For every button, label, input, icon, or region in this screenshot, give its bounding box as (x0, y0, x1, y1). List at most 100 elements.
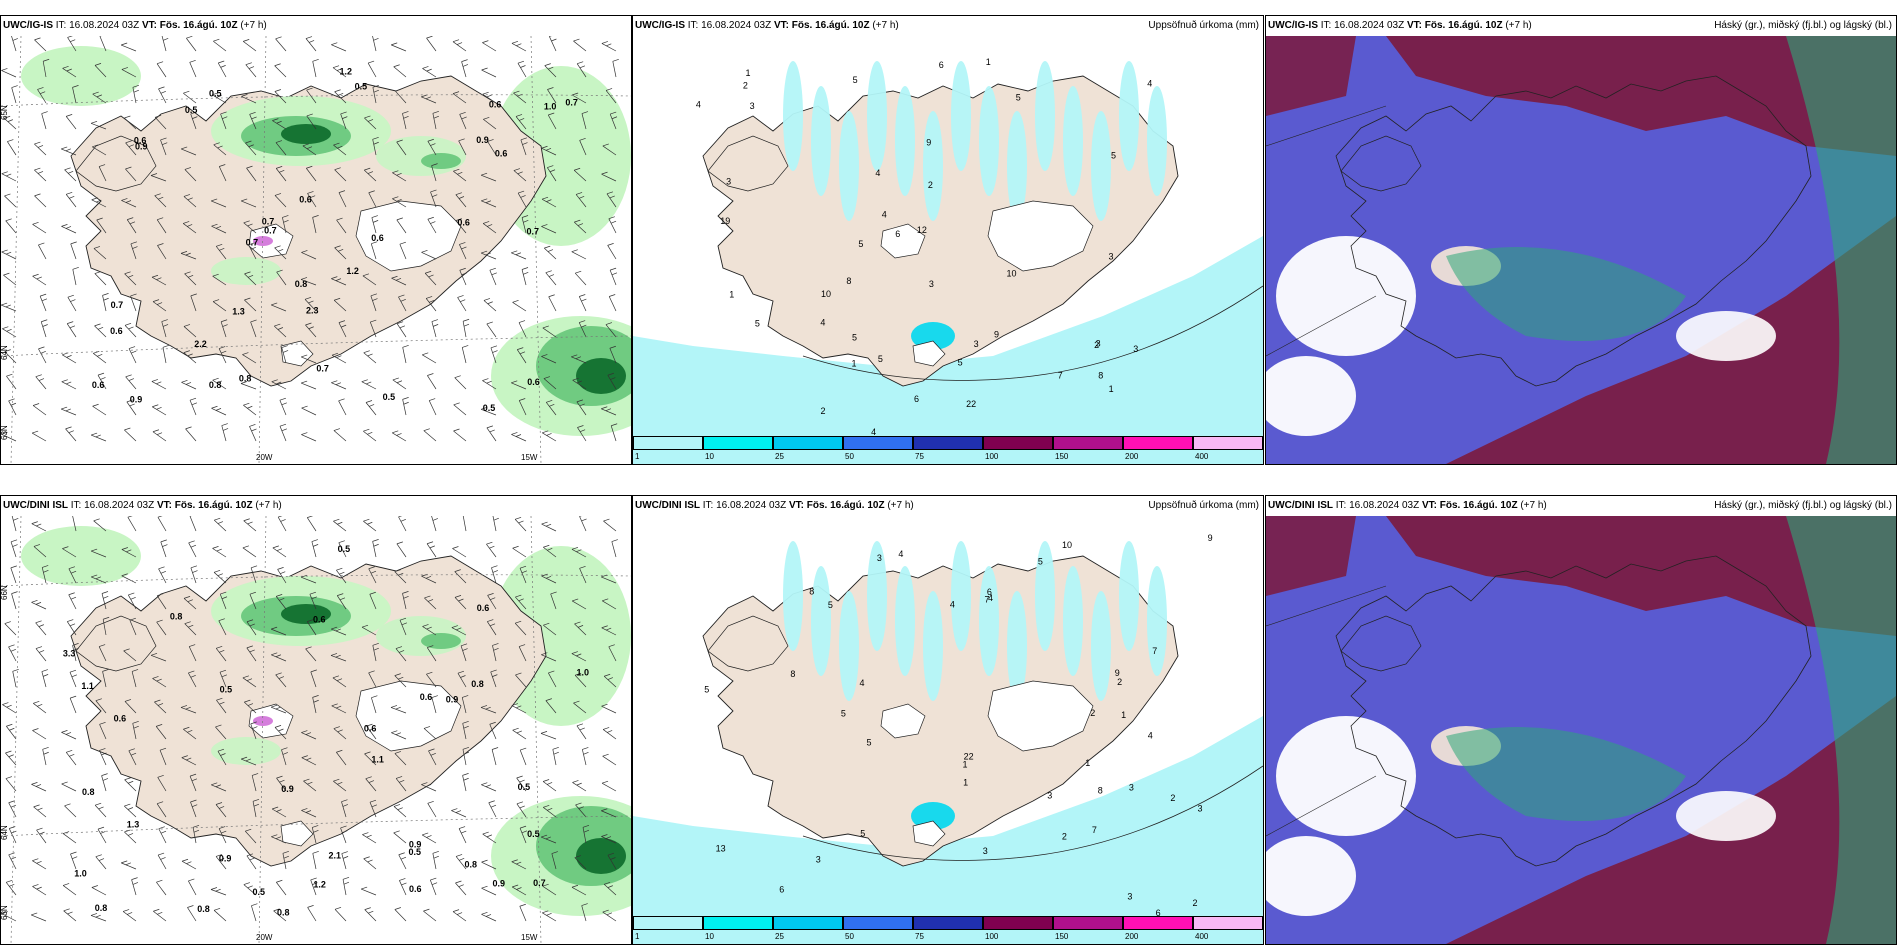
legend-swatch (843, 436, 913, 450)
value-label: 8 (1098, 786, 1103, 796)
value-label: 0.5 (252, 887, 265, 897)
value-label: 1 (1121, 710, 1126, 720)
value-label: 1.1 (81, 681, 94, 691)
valid-time: Fös. 16.ágú. 10Z (1424, 20, 1503, 31)
value-label: 3.3 (63, 648, 76, 658)
legend-swatch (703, 916, 773, 930)
value-label: 1.1 (371, 755, 384, 765)
value-label: 5 (1016, 92, 1021, 102)
map-panel-cloud: UWC/IG-IS IT: 16.08.2024 03Z VT: Fös. 16… (1265, 15, 1897, 465)
value-label: 0.9 (446, 695, 459, 705)
lon-label: 20W (256, 453, 273, 462)
value-label: 2.1 (328, 851, 341, 861)
value-label: 4 (820, 318, 825, 328)
legend-tick: 50 (845, 452, 854, 461)
value-label: 3 (1108, 251, 1113, 261)
init-time: 16.08.2024 03Z (1334, 20, 1405, 31)
wind-barbs (1, 36, 619, 442)
value-label: 0.6 (299, 194, 312, 204)
value-label: 1 (852, 359, 857, 369)
value-label: 2 (820, 406, 825, 416)
precip-labels: 0.5 1.1 0.7 0.8 1.0 0.9 1.3 0.6 0.5 0.6 0.9 0.9 0.6 0… (63, 544, 589, 918)
value-label: 5 (1111, 151, 1116, 161)
lead-time: (+7 h) (872, 20, 899, 31)
value-label: 4 (1148, 730, 1153, 740)
model-name: UWC/IG-IS (3, 20, 53, 31)
legend-tick: 1 (635, 452, 640, 461)
value-label: 0.5 (409, 847, 422, 857)
value-label: 4 (898, 549, 903, 559)
legend-swatch (1123, 916, 1193, 930)
panel-title: Uppsöfnuð úrkoma (mm) (1148, 20, 1259, 31)
value-label: 7 (1152, 646, 1157, 656)
legend-tick: 400 (1195, 932, 1209, 941)
value-label: 4 (988, 593, 993, 603)
value-label: 10 (1006, 269, 1016, 279)
legend-tick: 75 (915, 932, 924, 941)
value-label: 0.6 (114, 714, 127, 724)
value-label: 3 (726, 177, 731, 187)
value-label: 2 (743, 80, 748, 90)
value-label: 5 (841, 709, 846, 719)
value-label: 0.6 (313, 614, 326, 624)
value-label: 0.6 (489, 100, 502, 110)
init-time: 16.08.2024 03Z (69, 20, 140, 31)
value-label: 3 (983, 846, 988, 856)
model-name: UWC/DINI ISL (3, 500, 68, 511)
value-label: 0.6 (457, 217, 470, 227)
value-label: 5 (958, 358, 963, 368)
value-label: 2.2 (194, 339, 207, 349)
value-label: 0.5 (527, 829, 540, 839)
wind-barbs (1, 516, 618, 922)
valid-time: Fös. 16.ágú. 10Z (159, 20, 238, 31)
value-label: 1.2 (346, 266, 359, 276)
accum-labels: 2353145351865432143795121105436524121922… (696, 57, 1152, 437)
panel-header: UWC/IG-IS IT: 16.08.2024 03Z VT: Fös. 16… (3, 20, 267, 31)
value-label: 8 (790, 669, 795, 679)
value-label: 0.7 (565, 98, 578, 108)
lat-label: 63N (1, 905, 9, 920)
value-label: 4 (875, 168, 880, 178)
value-label: 0.8 (295, 279, 308, 289)
legend-swatch (913, 916, 983, 930)
value-label: 0.9 (135, 141, 148, 151)
value-label: 22 (964, 751, 974, 761)
value-label: 3 (1047, 790, 1052, 800)
legend-tick: 10 (705, 452, 714, 461)
lead-time: (+7 h) (240, 20, 267, 31)
value-label: 0.6 (527, 377, 540, 387)
value-label: 0.7 (262, 217, 275, 227)
value-label: 2 (1170, 793, 1175, 803)
value-label: 0.9 (493, 878, 506, 888)
value-label: 0.8 (197, 904, 210, 914)
value-label: 4 (860, 678, 865, 688)
value-label: 8 (809, 587, 814, 597)
value-label: 7 (985, 594, 990, 604)
value-label: 0.5 (185, 105, 198, 115)
value-label: 8 (1098, 370, 1103, 380)
value-label: 0.8 (170, 611, 183, 621)
value-label: 8 (846, 276, 851, 286)
init-time: 16.08.2024 03Z (84, 500, 155, 511)
value-label: 6 (779, 885, 784, 895)
legend-tick: 150 (1055, 452, 1069, 461)
value-label: 0.5 (220, 685, 233, 695)
value-label: 5 (852, 332, 857, 342)
model-name: UWC/DINI ISL (635, 500, 700, 511)
legend-swatch (1193, 436, 1263, 450)
legend-tick: 50 (845, 932, 854, 941)
value-label: 4 (882, 210, 887, 220)
value-label: 6 (1156, 908, 1161, 918)
value-label: 3 (1197, 804, 1202, 814)
accum-legend: 1 10 25 50 75 100 150 200 400 (633, 436, 1263, 464)
legend-swatch (1193, 916, 1263, 930)
panel-header: UWC/DINI ISL IT: 16.08.2024 03Z VT: Fös.… (1268, 498, 1892, 514)
map-panel-accum: UWC/IG-IS IT: 16.08.2024 03Z VT: Fös. 16… (632, 15, 1264, 465)
legend-swatch (983, 436, 1053, 450)
value-label: 5 (878, 354, 883, 364)
legend-swatch (773, 436, 843, 450)
value-label: 3 (1133, 344, 1138, 354)
value-label: 0.7 (533, 878, 546, 888)
